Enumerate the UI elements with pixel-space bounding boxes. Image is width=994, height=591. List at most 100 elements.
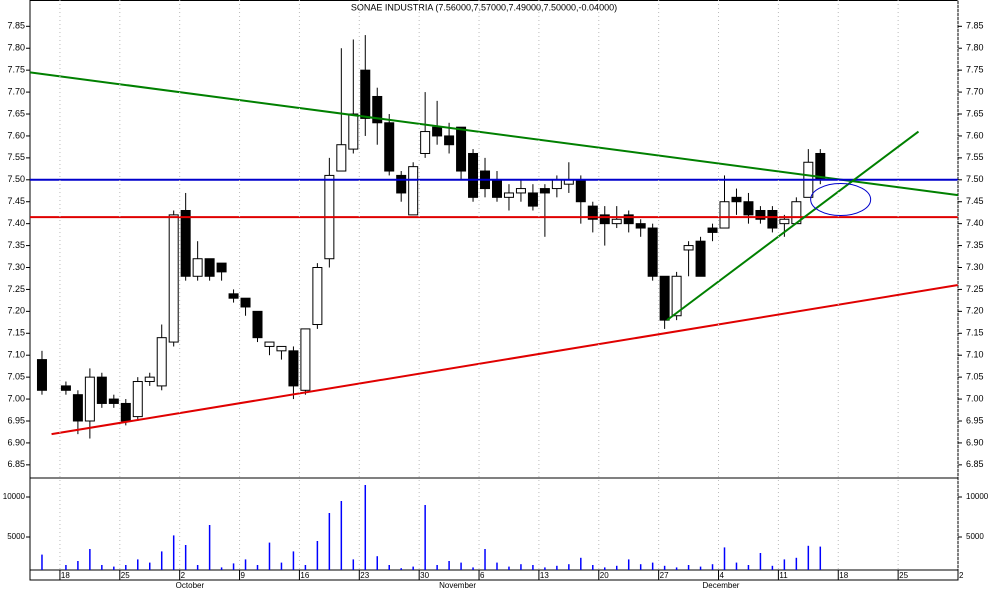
y-tick-label: 7.55 bbox=[7, 152, 25, 162]
y-tick-label: 5000 bbox=[966, 532, 984, 541]
y-tick-label: 5000 bbox=[7, 532, 25, 541]
candle-body bbox=[623, 214, 634, 225]
candle-body bbox=[408, 166, 419, 216]
y-tick-label: 10000 bbox=[3, 492, 26, 501]
candle-body bbox=[240, 297, 251, 308]
candle-body bbox=[611, 218, 622, 225]
candle-body bbox=[503, 192, 514, 198]
candle-body bbox=[36, 359, 47, 391]
y-tick-label: 7.00 bbox=[7, 393, 25, 403]
candle-body bbox=[396, 174, 407, 194]
y-tick-label: 7.70 bbox=[7, 86, 25, 96]
candle-body bbox=[96, 376, 107, 404]
candle-body bbox=[468, 152, 479, 198]
y-tick-label: 7.20 bbox=[966, 306, 984, 316]
y-tick-label: 7.50 bbox=[966, 174, 984, 184]
y-tick-label: 7.60 bbox=[966, 130, 984, 140]
month-label: December bbox=[703, 581, 740, 590]
candle-body bbox=[527, 192, 538, 207]
candle-body bbox=[144, 376, 155, 383]
candle-body bbox=[300, 328, 311, 391]
x-tick-label: 6 bbox=[480, 571, 485, 580]
candle-body bbox=[252, 310, 263, 339]
x-tick-label: 30 bbox=[420, 571, 429, 580]
x-tick-label: 11 bbox=[779, 571, 788, 580]
candle-body bbox=[671, 275, 682, 317]
x-tick-label: 18 bbox=[61, 571, 70, 580]
candle-body bbox=[360, 69, 371, 119]
x-tick-label: 2 bbox=[959, 571, 964, 580]
candle-body bbox=[456, 126, 467, 172]
candle-body bbox=[60, 385, 71, 391]
candle-body bbox=[108, 398, 119, 404]
chart-title: SONAE INDUSTRIA (7.56000,7.57000,7.49000… bbox=[351, 2, 617, 12]
y-tick-label: 7.40 bbox=[966, 218, 984, 228]
candle-body bbox=[180, 209, 191, 277]
candle-body bbox=[779, 218, 790, 225]
candle-body bbox=[192, 258, 203, 277]
x-tick-label: 25 bbox=[899, 571, 908, 580]
y-tick-label: 6.90 bbox=[966, 437, 984, 447]
candle-body bbox=[444, 135, 455, 146]
candle-body bbox=[156, 337, 167, 387]
x-tick-label: 16 bbox=[300, 571, 309, 580]
candle-body bbox=[599, 214, 610, 225]
y-tick-label: 6.95 bbox=[7, 415, 25, 425]
candle-body bbox=[216, 262, 227, 273]
candle-body bbox=[420, 131, 431, 154]
candle-body bbox=[659, 275, 670, 321]
x-tick-label: 20 bbox=[600, 571, 609, 580]
candle-body bbox=[635, 223, 646, 229]
month-label: October bbox=[176, 581, 205, 590]
candle-body bbox=[168, 214, 179, 343]
candle-body bbox=[264, 341, 275, 347]
y-tick-label: 7.70 bbox=[966, 86, 984, 96]
candle-body bbox=[695, 240, 706, 277]
trend-line bbox=[29, 71, 959, 197]
y-tick-label: 7.85 bbox=[966, 21, 984, 31]
annotation-ellipse bbox=[810, 183, 872, 217]
y-tick-label: 7.45 bbox=[7, 196, 25, 206]
y-tick-label: 7.85 bbox=[7, 21, 25, 31]
y-tick-label: 7.35 bbox=[966, 240, 984, 250]
candle-body bbox=[707, 227, 718, 233]
candle-body bbox=[432, 126, 443, 137]
x-tick-label: 27 bbox=[660, 571, 669, 580]
y-tick-label: 6.95 bbox=[966, 415, 984, 425]
y-tick-label: 6.85 bbox=[966, 459, 984, 469]
trend-line bbox=[666, 130, 920, 321]
candle-body bbox=[719, 201, 730, 229]
y-tick-label: 7.60 bbox=[7, 130, 25, 140]
y-tick-label: 7.10 bbox=[966, 350, 984, 360]
candle-body bbox=[683, 245, 694, 251]
y-tick-label: 7.55 bbox=[966, 152, 984, 162]
candle-body bbox=[551, 179, 562, 190]
y-tick-label: 7.35 bbox=[7, 240, 25, 250]
y-tick-label: 7.45 bbox=[966, 196, 984, 206]
y-tick-label: 7.40 bbox=[7, 218, 25, 228]
y-tick-label: 6.85 bbox=[7, 459, 25, 469]
y-tick-label: 7.25 bbox=[966, 284, 984, 294]
candle-body bbox=[743, 201, 754, 216]
x-tick-label: 13 bbox=[540, 571, 549, 580]
candle-body bbox=[384, 122, 395, 172]
x-tick-label: 23 bbox=[360, 571, 369, 580]
candle-body bbox=[72, 394, 83, 422]
candle-body bbox=[312, 267, 323, 326]
trend-line bbox=[51, 284, 959, 436]
y-tick-label: 7.65 bbox=[966, 108, 984, 118]
y-tick-label: 6.90 bbox=[7, 437, 25, 447]
volume-panel bbox=[29, 477, 959, 571]
candle-body bbox=[276, 345, 287, 352]
candle-body bbox=[539, 188, 550, 194]
candle-body bbox=[204, 258, 215, 277]
y-tick-label: 10000 bbox=[966, 492, 989, 501]
candle-body bbox=[132, 381, 143, 418]
date-axis bbox=[29, 569, 959, 581]
candle-body bbox=[587, 205, 598, 220]
candle-body bbox=[755, 209, 766, 220]
y-tick-label: 7.30 bbox=[7, 262, 25, 272]
month-label: November bbox=[439, 581, 476, 590]
candle-body bbox=[348, 113, 359, 150]
